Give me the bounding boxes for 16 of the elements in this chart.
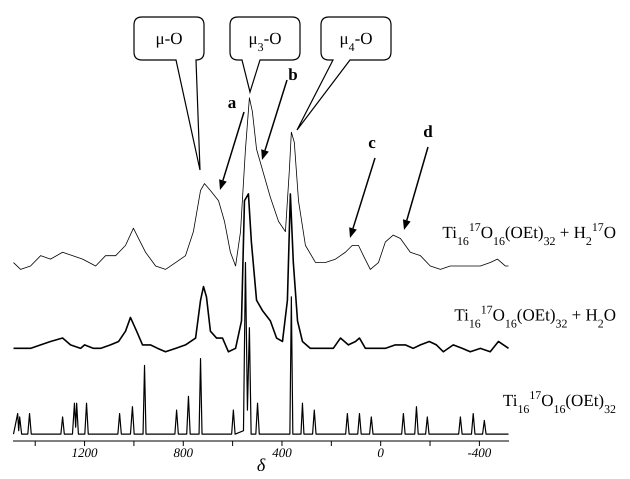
text: Ti$_{16}$$^{17}$O$_{16}$(OEt)$_{32}$ + H$_{2}$$^{17}$O	[442, 220, 616, 248]
text: Ti$_{16}$$^{17}$O$_{16}$(OEt)$_{32}$ + H$_{2}$O	[454, 302, 616, 330]
text: μ-O	[155, 29, 183, 48]
text: b	[288, 65, 298, 84]
x-tick-label: -400	[467, 445, 492, 460]
annotation: a	[228, 93, 237, 112]
x-tick-label: 0	[377, 445, 384, 460]
x-tick-label: 400	[272, 445, 292, 460]
series-label: Ti$_{16}$$^{17}$O$_{16}$(OEt)$_{32}$	[502, 388, 616, 416]
text: μ$_{3}$-O	[248, 29, 282, 54]
text: μ$_{4}$-O	[339, 29, 373, 54]
x-tick-label: 800	[174, 445, 194, 460]
annotation: c	[368, 133, 376, 152]
x-axis-title: δ	[256, 455, 266, 475]
annotation: d	[423, 122, 434, 141]
x-tick-label: 1200	[72, 445, 98, 460]
